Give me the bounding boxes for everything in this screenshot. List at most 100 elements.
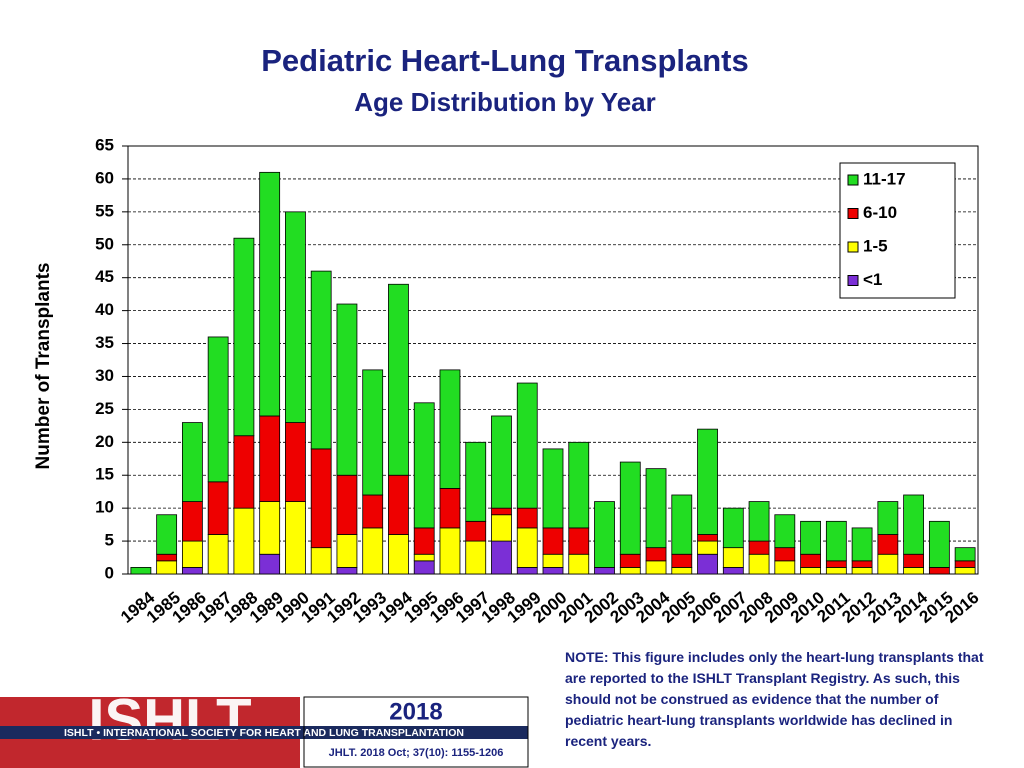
bar-segment <box>542 448 564 529</box>
legend-label: 1-5 <box>863 236 888 255</box>
y-tick-label: 5 <box>105 531 114 550</box>
bar-segment <box>954 547 976 562</box>
bar-segment <box>516 382 538 509</box>
bar-segment <box>800 520 821 555</box>
bar-segment <box>877 501 899 535</box>
chart-title: Pediatric Heart-Lung Transplants <box>261 43 749 78</box>
y-tick-label: 25 <box>95 399 114 418</box>
legend-label: 6-10 <box>863 203 897 222</box>
bar-segment <box>800 553 821 568</box>
y-tick-label: 30 <box>95 366 114 385</box>
bar-segment <box>439 487 461 529</box>
bar-segment <box>645 547 667 562</box>
logo-strip <box>0 726 528 739</box>
chart-subtitle: Age Distribution by Year <box>354 87 655 117</box>
bar-segment <box>851 567 873 575</box>
bar-segment <box>388 474 409 535</box>
legend-box <box>839 162 956 299</box>
bar-segment <box>259 171 281 417</box>
bar-segment <box>825 520 847 562</box>
bar-segment <box>619 553 641 568</box>
bar-segment <box>336 303 358 476</box>
bar-segment <box>130 567 152 575</box>
year: 2018 <box>389 698 442 725</box>
bar-segment <box>465 441 487 522</box>
bar-segment <box>465 520 487 542</box>
bar-segment <box>207 336 229 483</box>
bar-segment <box>413 553 435 562</box>
bar-segment <box>388 534 409 575</box>
bar-segment <box>954 560 976 568</box>
bar-segment <box>748 501 770 542</box>
bar-segment <box>851 560 873 568</box>
y-tick-label: 45 <box>95 267 114 286</box>
bar-segment <box>542 553 564 568</box>
bar-segment <box>516 567 538 575</box>
bar-segment <box>181 540 203 568</box>
bar-segment <box>259 501 281 555</box>
bar-segment <box>285 501 306 575</box>
bar-segment <box>697 540 718 555</box>
bar-segment <box>954 567 976 575</box>
bar-segment <box>259 415 281 502</box>
bar-segment <box>671 494 693 555</box>
bar-segment <box>722 567 744 575</box>
bar-segment <box>156 560 178 575</box>
bar-segment <box>310 270 332 450</box>
y-axis-label: Number of Transplants <box>33 263 54 470</box>
bar-segment <box>388 283 409 476</box>
bar-segment <box>310 448 332 549</box>
bar-segment <box>362 494 384 529</box>
logo-abbr: ISHLT <box>88 687 251 752</box>
bar-segment <box>825 560 847 568</box>
bar-segment <box>722 507 744 549</box>
bar-segment <box>362 527 384 575</box>
bar-segment <box>542 527 564 555</box>
y-tick-label: 40 <box>95 300 114 319</box>
bar-segment <box>722 547 744 568</box>
bar-segment <box>697 534 718 542</box>
legend-label: <1 <box>863 270 882 289</box>
legend-swatch <box>847 208 859 219</box>
bar-segment <box>156 553 178 562</box>
bar-segment <box>825 567 847 575</box>
bar-segment <box>233 237 255 437</box>
bar-segment <box>413 560 435 575</box>
bar-segment <box>336 474 358 535</box>
bar-segment <box>413 527 435 555</box>
bar-segment <box>697 428 718 535</box>
bar-segment <box>594 501 615 568</box>
bar-segment <box>851 527 873 562</box>
bar-segment <box>233 435 255 509</box>
bar-segment <box>774 560 796 575</box>
bar-segment <box>645 560 667 575</box>
logo-box <box>303 696 529 768</box>
bar-segment <box>362 369 384 496</box>
y-tick-label: 60 <box>95 168 114 187</box>
legend-swatch <box>847 275 859 286</box>
bar-segment <box>903 494 925 555</box>
y-tick-label: 65 <box>95 135 114 154</box>
bar-segment <box>491 514 512 542</box>
bar-segment <box>671 553 693 568</box>
legend-swatch <box>847 241 859 253</box>
note: NOTE: This figure includes only the hear… <box>565 649 984 749</box>
bar-segment <box>156 514 178 555</box>
logo-text: ISHLT • INTERNATIONAL SOCIETY FOR HEART … <box>64 727 464 739</box>
bar-segment <box>310 547 332 575</box>
bar-segment <box>748 540 770 555</box>
bar-segment <box>439 369 461 489</box>
bar-segment <box>259 553 281 575</box>
bar-segment <box>928 520 950 568</box>
y-tick-label: 20 <box>95 432 114 451</box>
bar-segment <box>336 567 358 575</box>
bar-segment <box>516 507 538 529</box>
bar-segment <box>285 211 306 423</box>
bar-segment <box>774 547 796 562</box>
bar-segment <box>233 507 255 575</box>
bar-segment <box>181 501 203 542</box>
bar-segment <box>542 567 564 575</box>
bar-segment <box>568 441 590 529</box>
